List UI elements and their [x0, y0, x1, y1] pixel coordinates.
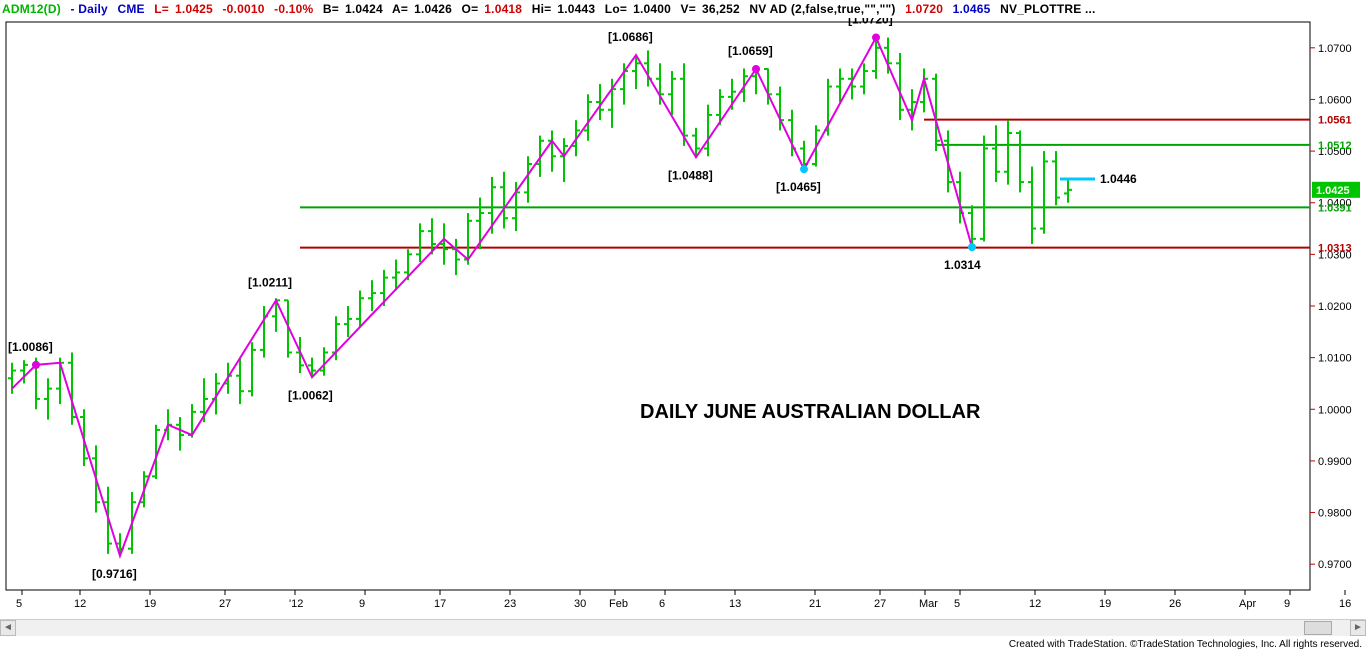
lo: 1.0400	[633, 2, 671, 16]
hi-prefix: Hi=	[532, 2, 552, 16]
svg-text:27: 27	[219, 598, 231, 610]
svg-text:1.0561: 1.0561	[1318, 115, 1352, 127]
svg-text:16: 16	[1339, 598, 1351, 610]
svg-text:1.0391: 1.0391	[1318, 202, 1352, 214]
open-prefix: O=	[462, 2, 479, 16]
lo-prefix: Lo=	[605, 2, 627, 16]
svg-text:27: 27	[874, 598, 886, 610]
svg-text:1.0600: 1.0600	[1318, 94, 1352, 106]
indicator-2: NV_PLOTTRE ...	[1000, 2, 1095, 16]
svg-text:[0.9716]: [0.9716]	[92, 567, 137, 581]
svg-text:0.9700: 0.9700	[1318, 559, 1352, 571]
svg-text:12: 12	[1029, 598, 1041, 610]
indicator-1: NV AD (2,false,true,"","")	[749, 2, 895, 16]
change: -0.0010	[222, 2, 264, 16]
svg-text:Feb: Feb	[609, 598, 628, 610]
svg-text:[1.0465]: [1.0465]	[776, 180, 821, 194]
svg-text:[1.0686]: [1.0686]	[608, 30, 653, 44]
price-chart[interactable]: 1.07001.06001.05001.04001.03001.02001.01…	[0, 18, 1366, 618]
svg-text:1.0700: 1.0700	[1318, 43, 1352, 55]
svg-text:0.9800: 0.9800	[1318, 508, 1352, 520]
svg-text:Apr: Apr	[1239, 598, 1256, 610]
exchange: CME	[117, 2, 144, 16]
vol: 36,252	[702, 2, 740, 16]
hi: 1.0443	[557, 2, 595, 16]
interval: - Daily	[70, 2, 107, 16]
scroll-thumb[interactable]	[1304, 621, 1332, 635]
svg-text:[1.0086]: [1.0086]	[8, 340, 53, 354]
symbol: ADM12(D)	[2, 2, 61, 16]
ask: 1.0426	[414, 2, 452, 16]
horizontal-scrollbar[interactable]: ◄ ►	[0, 619, 1366, 636]
indicator-1-val-2: 1.0465	[953, 2, 991, 16]
svg-text:1.0446: 1.0446	[1100, 172, 1137, 186]
svg-text:13: 13	[729, 598, 741, 610]
svg-text:1.0000: 1.0000	[1318, 404, 1352, 416]
svg-text:9: 9	[1284, 598, 1290, 610]
svg-text:19: 19	[144, 598, 156, 610]
svg-text:5: 5	[16, 598, 22, 610]
svg-text:Mar: Mar	[919, 598, 938, 610]
svg-text:1.0100: 1.0100	[1318, 353, 1352, 365]
svg-text:[1.0720]: [1.0720]	[848, 18, 893, 26]
svg-text:[1.0659]: [1.0659]	[728, 44, 773, 58]
open: 1.0418	[484, 2, 522, 16]
svg-text:30: 30	[574, 598, 586, 610]
svg-text:12: 12	[74, 598, 86, 610]
svg-text:'12: '12	[289, 598, 303, 610]
scroll-left-button[interactable]: ◄	[0, 620, 16, 636]
svg-text:0.9900: 0.9900	[1318, 456, 1352, 468]
last-prefix: L=	[154, 2, 169, 16]
ask-prefix: A=	[392, 2, 408, 16]
svg-text:17: 17	[434, 598, 446, 610]
scroll-right-button[interactable]: ►	[1350, 620, 1366, 636]
svg-text:9: 9	[359, 598, 365, 610]
scroll-track[interactable]	[16, 620, 1350, 636]
svg-text:1.0200: 1.0200	[1318, 301, 1352, 313]
svg-text:1.0314: 1.0314	[944, 258, 981, 272]
last: 1.0425	[175, 2, 213, 16]
svg-text:DAILY JUNE AUSTRALIAN DOLLAR: DAILY JUNE AUSTRALIAN DOLLAR	[640, 401, 981, 423]
svg-text:21: 21	[809, 598, 821, 610]
svg-text:1.0425: 1.0425	[1316, 185, 1350, 197]
svg-text:6: 6	[659, 598, 665, 610]
svg-text:[1.0211]: [1.0211]	[248, 275, 292, 289]
svg-text:26: 26	[1169, 598, 1181, 610]
bid-prefix: B=	[323, 2, 339, 16]
vol-prefix: V=	[681, 2, 696, 16]
svg-text:[1.0488]: [1.0488]	[668, 168, 713, 182]
bid: 1.0424	[345, 2, 383, 16]
svg-text:[1.0062]: [1.0062]	[288, 388, 333, 402]
svg-text:5: 5	[954, 598, 960, 610]
svg-text:1.0313: 1.0313	[1318, 243, 1352, 255]
svg-text:19: 19	[1099, 598, 1111, 610]
footer-credits: Created with TradeStation. ©TradeStation…	[1009, 639, 1362, 650]
indicator-1-val-1: 1.0720	[905, 2, 943, 16]
svg-text:1.0512: 1.0512	[1318, 140, 1352, 152]
chart-header: ADM12(D) - Daily CME L= 1.0425 -0.0010 -0…	[2, 2, 1102, 16]
svg-text:23: 23	[504, 598, 516, 610]
change-pct: -0.10%	[274, 2, 313, 16]
